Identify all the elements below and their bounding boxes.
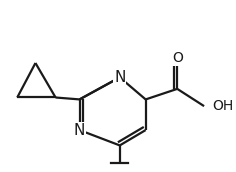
Text: OH: OH [213,99,234,113]
Text: N: N [74,123,85,138]
Text: O: O [172,51,183,65]
Text: N: N [114,70,126,85]
